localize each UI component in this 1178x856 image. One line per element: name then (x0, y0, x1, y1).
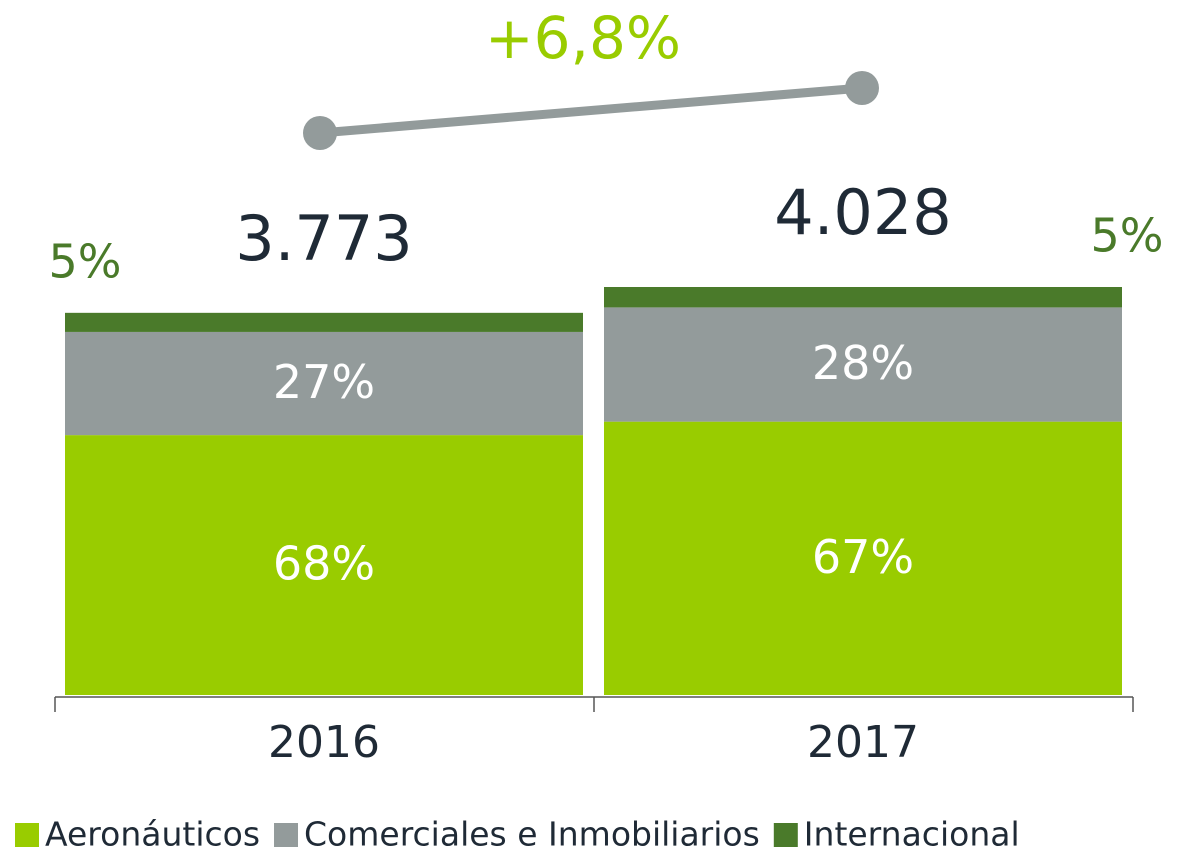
legend-label: Comerciales e Inmobiliarios (304, 815, 760, 854)
segment-label: 5% (49, 234, 122, 288)
bar-segment (604, 307, 1122, 422)
growth-annotation: +6,8% (485, 4, 681, 72)
segment-label: 67% (812, 530, 914, 584)
bar-segment (65, 312, 583, 332)
segment-label: 68% (273, 537, 375, 591)
legend-label: Aeronáuticos (45, 815, 260, 854)
x-tick-label: 2017 (807, 717, 919, 768)
bar-segment (604, 421, 1122, 695)
legend-swatch (773, 823, 798, 847)
segment-label: 28% (812, 336, 914, 390)
x-axis (54, 696, 1134, 712)
total-label: 4.028 (774, 176, 952, 249)
legend-swatch (15, 823, 39, 847)
growth-dot (303, 116, 337, 150)
growth-connector (319, 83, 863, 138)
segment-label: 27% (273, 355, 375, 409)
segment-label: 5% (1091, 209, 1164, 263)
bar-segment (65, 435, 583, 695)
bar-segment (65, 331, 583, 436)
growth-dot (845, 71, 879, 105)
total-label: 3.773 (235, 202, 413, 275)
bar-segment (604, 287, 1122, 308)
x-tick-label: 2016 (268, 717, 380, 768)
legend-swatch (274, 823, 299, 847)
legend-label: Internacional (804, 815, 1020, 854)
